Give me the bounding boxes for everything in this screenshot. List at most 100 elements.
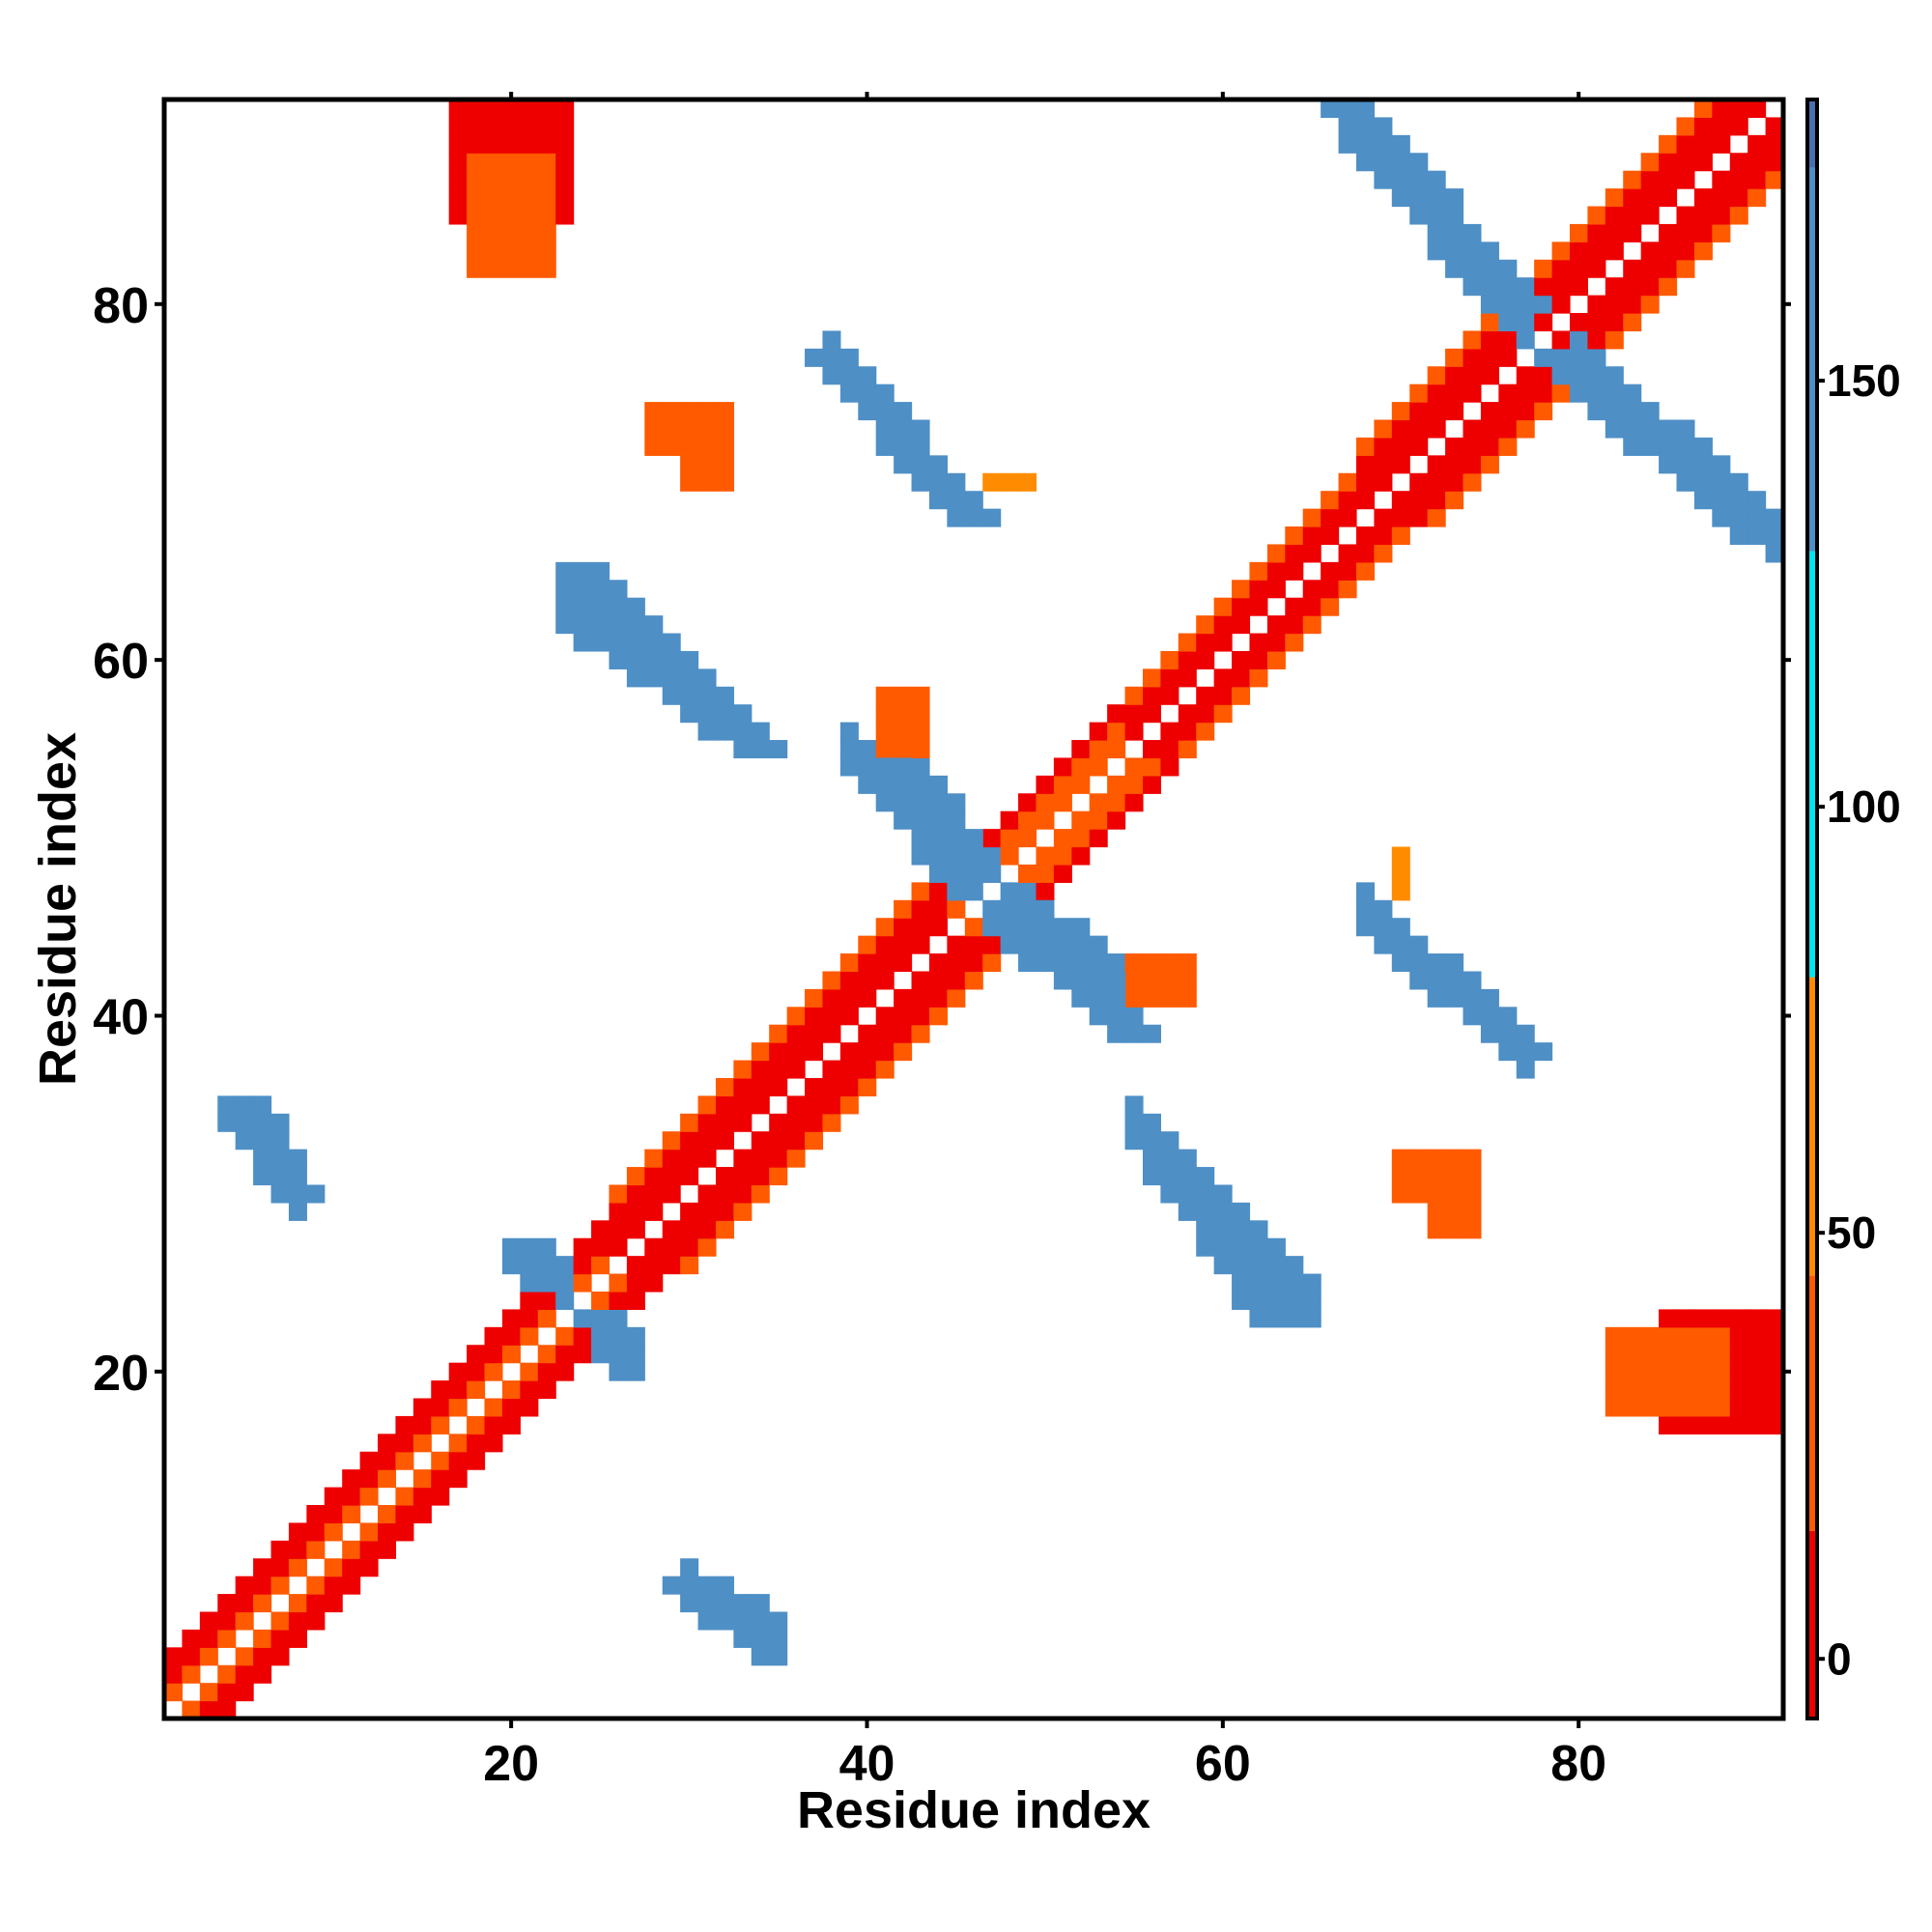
heatmap-cell	[982, 918, 1002, 937]
heatmap-cell	[680, 1202, 699, 1221]
heatmap-cell	[1729, 1415, 1748, 1435]
heatmap-cell	[1160, 1184, 1179, 1204]
heatmap-cell	[1409, 508, 1429, 527]
heatmap-cell	[1232, 650, 1251, 669]
heatmap-cell	[1676, 134, 1695, 154]
heatmap-cell	[697, 1237, 717, 1257]
heatmap-cell	[217, 1611, 237, 1631]
heatmap-cell	[520, 1273, 539, 1293]
colorbar-segment	[1807, 99, 1817, 168]
heatmap-cell	[982, 472, 1002, 492]
heatmap-cell	[431, 1469, 450, 1489]
colorbar-tick-label: 100	[1827, 781, 1901, 832]
heatmap-cell	[270, 1629, 290, 1648]
heatmap-cell	[1587, 295, 1606, 314]
heatmap-cell	[680, 1237, 699, 1257]
heatmap-cell	[591, 1256, 611, 1275]
heatmap-cell	[1409, 971, 1429, 990]
heatmap-cell	[697, 668, 717, 688]
heatmap-cell	[288, 1611, 307, 1631]
heatmap-cell	[697, 419, 717, 439]
heatmap-cell	[1516, 1042, 1535, 1062]
heatmap-cell	[1569, 242, 1589, 261]
heatmap-cell	[769, 1611, 788, 1631]
heatmap-cell	[769, 1042, 788, 1062]
heatmap-cell	[520, 1326, 539, 1346]
heatmap-cell	[680, 455, 699, 474]
heatmap-cell	[1587, 330, 1606, 350]
heatmap-cell	[839, 1060, 859, 1079]
heatmap-cell	[786, 1131, 806, 1151]
heatmap-cell	[786, 1007, 806, 1026]
heatmap-cell	[839, 757, 859, 777]
heatmap-cell	[1605, 419, 1624, 439]
heatmap-cell	[1605, 384, 1624, 403]
heatmap-cell	[1036, 793, 1055, 812]
heatmap-cell	[751, 1149, 770, 1168]
heatmap-cell	[1747, 1309, 1767, 1328]
heatmap-cell	[733, 722, 753, 741]
heatmap-cell	[1463, 330, 1482, 350]
heatmap-cell	[875, 793, 895, 812]
heatmap-cell	[1747, 1362, 1767, 1381]
heatmap-cell	[1160, 722, 1179, 741]
heatmap-cell	[644, 1184, 664, 1204]
heatmap-cell	[1729, 1309, 1748, 1328]
heatmap-cell	[555, 188, 575, 208]
heatmap-cell	[1355, 526, 1375, 546]
heatmap-cell	[235, 1647, 254, 1666]
heatmap-cell	[626, 1167, 645, 1186]
heatmap-cell	[235, 1664, 254, 1684]
heatmap-cell	[680, 1220, 699, 1239]
heatmap-cell	[501, 153, 521, 172]
heatmap-cell	[1409, 1167, 1429, 1186]
heatmap-cell	[1498, 277, 1518, 297]
heatmap-cell	[1498, 384, 1518, 403]
y-tick-label: 20	[93, 1346, 149, 1402]
heatmap-cell	[199, 1700, 218, 1719]
heatmap-cell	[644, 419, 664, 439]
heatmap-cell	[1480, 277, 1499, 297]
heatmap-cell	[697, 455, 717, 474]
heatmap-cell	[1142, 757, 1161, 777]
heatmap-cell	[1623, 188, 1642, 208]
heatmap-cell	[591, 597, 611, 616]
heatmap-cell	[1640, 170, 1660, 189]
heatmap-cell	[1498, 1024, 1518, 1043]
heatmap-cell	[253, 1131, 272, 1151]
heatmap-cell	[1693, 1362, 1713, 1381]
heatmap-cell	[1676, 1398, 1695, 1417]
heatmap-cell	[1160, 757, 1179, 777]
heatmap-cell	[555, 1326, 575, 1346]
heatmap-cell	[947, 971, 966, 990]
heatmap-cell	[1107, 1007, 1126, 1026]
heatmap-cell	[858, 1060, 877, 1079]
heatmap-cell	[555, 99, 575, 119]
heatmap-cell	[1623, 419, 1642, 439]
heatmap-cell	[324, 1594, 343, 1613]
heatmap-cell	[378, 1451, 397, 1470]
heatmap-cell	[609, 1362, 628, 1381]
heatmap-cell	[501, 1345, 521, 1364]
heatmap-cell	[964, 491, 983, 510]
heatmap-cell	[1285, 1291, 1304, 1310]
heatmap-cell	[1693, 99, 1713, 119]
heatmap-cell	[1765, 1345, 1784, 1364]
heatmap-cell	[1178, 633, 1197, 652]
heatmap-cell	[715, 455, 734, 474]
heatmap-cell	[467, 1345, 486, 1364]
heatmap-cell	[501, 1256, 521, 1275]
heatmap-cell	[1729, 170, 1748, 189]
y-tick-label: 80	[93, 278, 149, 334]
heatmap-cell	[555, 580, 575, 599]
heatmap-cell	[288, 1184, 307, 1204]
heatmap-cell	[982, 508, 1002, 527]
heatmap-cell	[1338, 544, 1357, 563]
heatmap-cell	[1249, 1220, 1268, 1239]
heatmap-cell	[1321, 508, 1340, 527]
heatmap-cell	[1712, 1380, 1731, 1400]
heatmap-cell	[1676, 242, 1695, 261]
heatmap-cell	[1445, 953, 1464, 973]
heatmap-cell	[662, 650, 681, 669]
heatmap-cell	[537, 242, 556, 261]
